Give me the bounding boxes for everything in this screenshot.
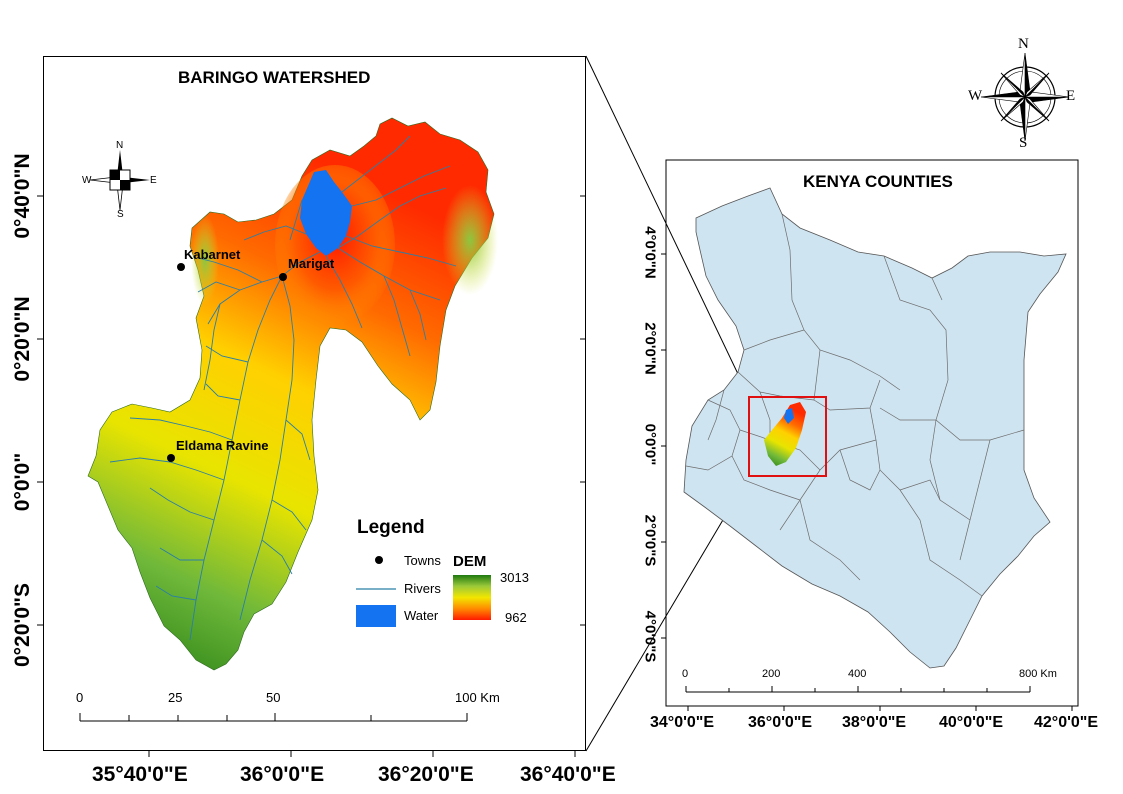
left-lat-label-4: 0°20'0"S (11, 582, 34, 668)
right-scale-800: 800 Km (1019, 668, 1057, 680)
compass-rose-icon (980, 52, 1070, 142)
left-map-ticks (37, 195, 586, 757)
left-north-label: N (116, 140, 124, 151)
legend-towns-label: Towns (404, 553, 441, 568)
legend-dem-title: DEM (453, 553, 487, 570)
left-scale-50: 50 (266, 690, 281, 705)
right-map-ticks (661, 253, 1073, 711)
left-lon-label-4: 36°40'0"E (520, 763, 616, 786)
compass-west-label: W (968, 88, 983, 104)
town-marigat-label: Marigat (288, 256, 335, 271)
left-lat-label-2: 0°20'0"N (11, 296, 34, 382)
town-eldama-label: Eldama Ravine (176, 438, 269, 453)
compass-north-label: N (1018, 36, 1029, 52)
town-eldama-dot (167, 454, 175, 462)
right-lon-label-5: 42°0'0"E (1034, 714, 1099, 731)
connector-top (585, 55, 750, 398)
right-lon-label-3: 38°0'0"E (842, 714, 907, 731)
legend-dem-high: 3013 (500, 570, 529, 585)
dem-east-green (442, 185, 498, 295)
county-borders (685, 213, 1025, 597)
right-lat-label-5: 4°0'0"S (641, 610, 659, 663)
legend-title: Legend (357, 517, 425, 538)
legend-rivers-label: Rivers (404, 581, 441, 596)
town-kabarnet-label: Kabarnet (184, 247, 241, 262)
right-scale-bar (685, 686, 1031, 693)
left-north-arrow-icon (89, 150, 150, 211)
legend-dem-low: 962 (505, 610, 527, 625)
right-lat-label-3: 0°0'0" (641, 423, 659, 466)
inset-lake (784, 408, 794, 424)
kenya-outline (683, 187, 1067, 669)
right-scale-0: 0 (682, 668, 689, 680)
legend-water-label: Water (404, 608, 439, 623)
left-lon-label-1: 35°40'0"E (92, 763, 188, 786)
inset-extent-box (748, 396, 827, 477)
kenya-map-frame (665, 159, 1079, 707)
connector-bottom (585, 475, 750, 752)
legend-dem-ramp (453, 575, 491, 620)
rivers (109, 135, 457, 641)
left-lon-label-2: 36°0'0"E (240, 763, 325, 786)
right-scale-200: 200 (762, 668, 781, 680)
left-scale-bar (79, 713, 468, 722)
right-lat-label-1: 4°0'0"N (641, 226, 659, 279)
legend-towns-symbol (375, 556, 383, 564)
legend-water-symbol (356, 605, 396, 627)
right-lat-label-2: 2°0'0"N (641, 322, 659, 375)
right-lon-label-1: 34°0'0"E (650, 714, 715, 731)
left-south-label: S (117, 209, 124, 220)
compass-south-label: S (1019, 135, 1028, 151)
left-west-label: W (82, 175, 92, 186)
left-map-title: BARINGO WATERSHED (178, 68, 371, 87)
left-scale-100: 100 Km (455, 690, 500, 705)
left-lat-label-1: 0°40'0"N (11, 153, 34, 239)
left-east-label: E (150, 175, 157, 186)
baringo-map-frame (43, 56, 586, 751)
left-lat-label-3: 0°0'0" (11, 452, 34, 512)
right-lon-label-2: 36°0'0"E (748, 714, 813, 731)
compass-east-label: E (1066, 88, 1076, 104)
town-marigat-dot (279, 273, 287, 281)
lake-baringo (300, 170, 352, 256)
left-scale-25: 25 (168, 690, 183, 705)
left-scale-0: 0 (76, 690, 84, 705)
right-scale-400: 400 (848, 668, 867, 680)
left-lon-label-3: 36°20'0"E (378, 763, 474, 786)
town-kabarnet-dot (177, 263, 185, 271)
inset-watershed (764, 402, 806, 466)
right-lat-label-4: 2°0'0"S (641, 514, 659, 567)
right-lon-label-4: 40°0'0"E (939, 714, 1004, 731)
right-map-title: KENYA COUNTIES (803, 172, 953, 191)
